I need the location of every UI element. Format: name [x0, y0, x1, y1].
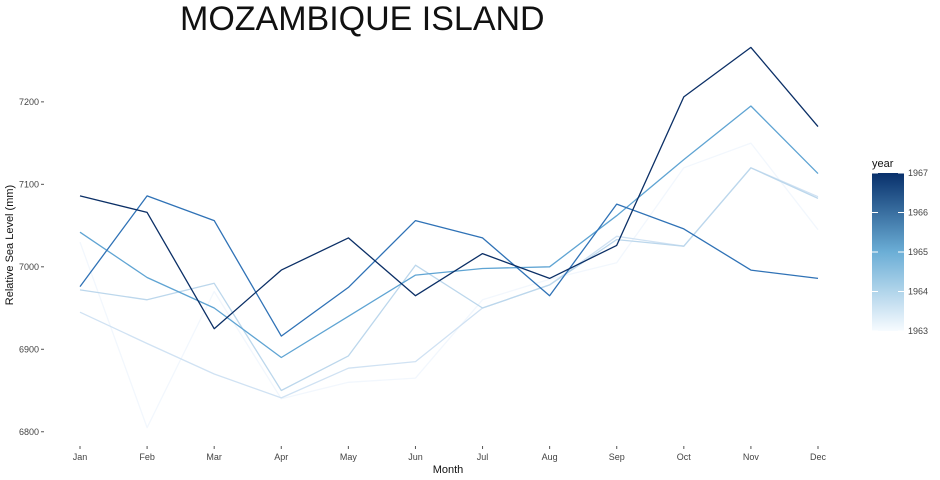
legend-tick-label: 1964 [908, 287, 928, 297]
y-tick-label: 7000 [19, 262, 39, 272]
x-tick-label: Jun [408, 452, 423, 462]
legend-tick-label: 1967 [908, 168, 928, 178]
x-tick-label: Feb [139, 452, 155, 462]
x-tick-label: Jan [73, 452, 88, 462]
series-line [79, 105, 819, 359]
series-lines [79, 46, 819, 429]
y-tick-label: 6800 [19, 427, 39, 437]
series-line [79, 46, 819, 330]
legend-tick-label: 1966 [908, 208, 928, 218]
x-tick-label: Nov [743, 452, 760, 462]
series-line [79, 167, 819, 392]
x-tick-label: Oct [677, 452, 692, 462]
x-tick-label: Mar [206, 452, 222, 462]
series-line [79, 167, 819, 399]
y-tick-label: 7100 [19, 179, 39, 189]
legend-tick-label: 1965 [908, 247, 928, 257]
series-line [79, 195, 819, 337]
y-tick-label: 6900 [19, 344, 39, 354]
x-tick-label: Jul [477, 452, 489, 462]
x-axis-title: Month [433, 464, 464, 476]
x-tick-label: May [340, 452, 358, 462]
x-axis: Jan Feb Mar Apr May Jun Jul Aug Sep Oct Nov Dec [73, 446, 827, 462]
legend-tick-label: 1963 [908, 326, 928, 336]
x-tick-label: Dec [810, 452, 827, 462]
legend: year 1963 1964 1965 1966 1967 [872, 158, 928, 336]
x-tick-label: Apr [274, 452, 288, 462]
chart-title: MOZAMBIQUE ISLAND [180, 0, 545, 38]
x-tick-label: Sep [609, 452, 625, 462]
legend-title: year [872, 158, 894, 170]
series-line [79, 142, 819, 429]
legend-ticks: 1963 1964 1965 1966 1967 [872, 168, 928, 336]
x-tick-label: Aug [542, 452, 558, 462]
y-tick-label: 7200 [19, 97, 39, 107]
y-axis-title: Relative Sea Level (mm) [4, 185, 16, 305]
y-axis: 6800 6900 7000 7100 7200 [19, 97, 44, 437]
